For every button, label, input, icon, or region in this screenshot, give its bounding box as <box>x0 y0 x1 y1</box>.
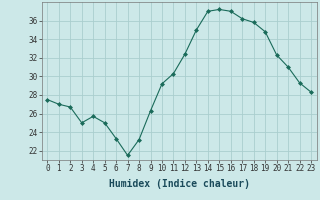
X-axis label: Humidex (Indice chaleur): Humidex (Indice chaleur) <box>109 179 250 189</box>
